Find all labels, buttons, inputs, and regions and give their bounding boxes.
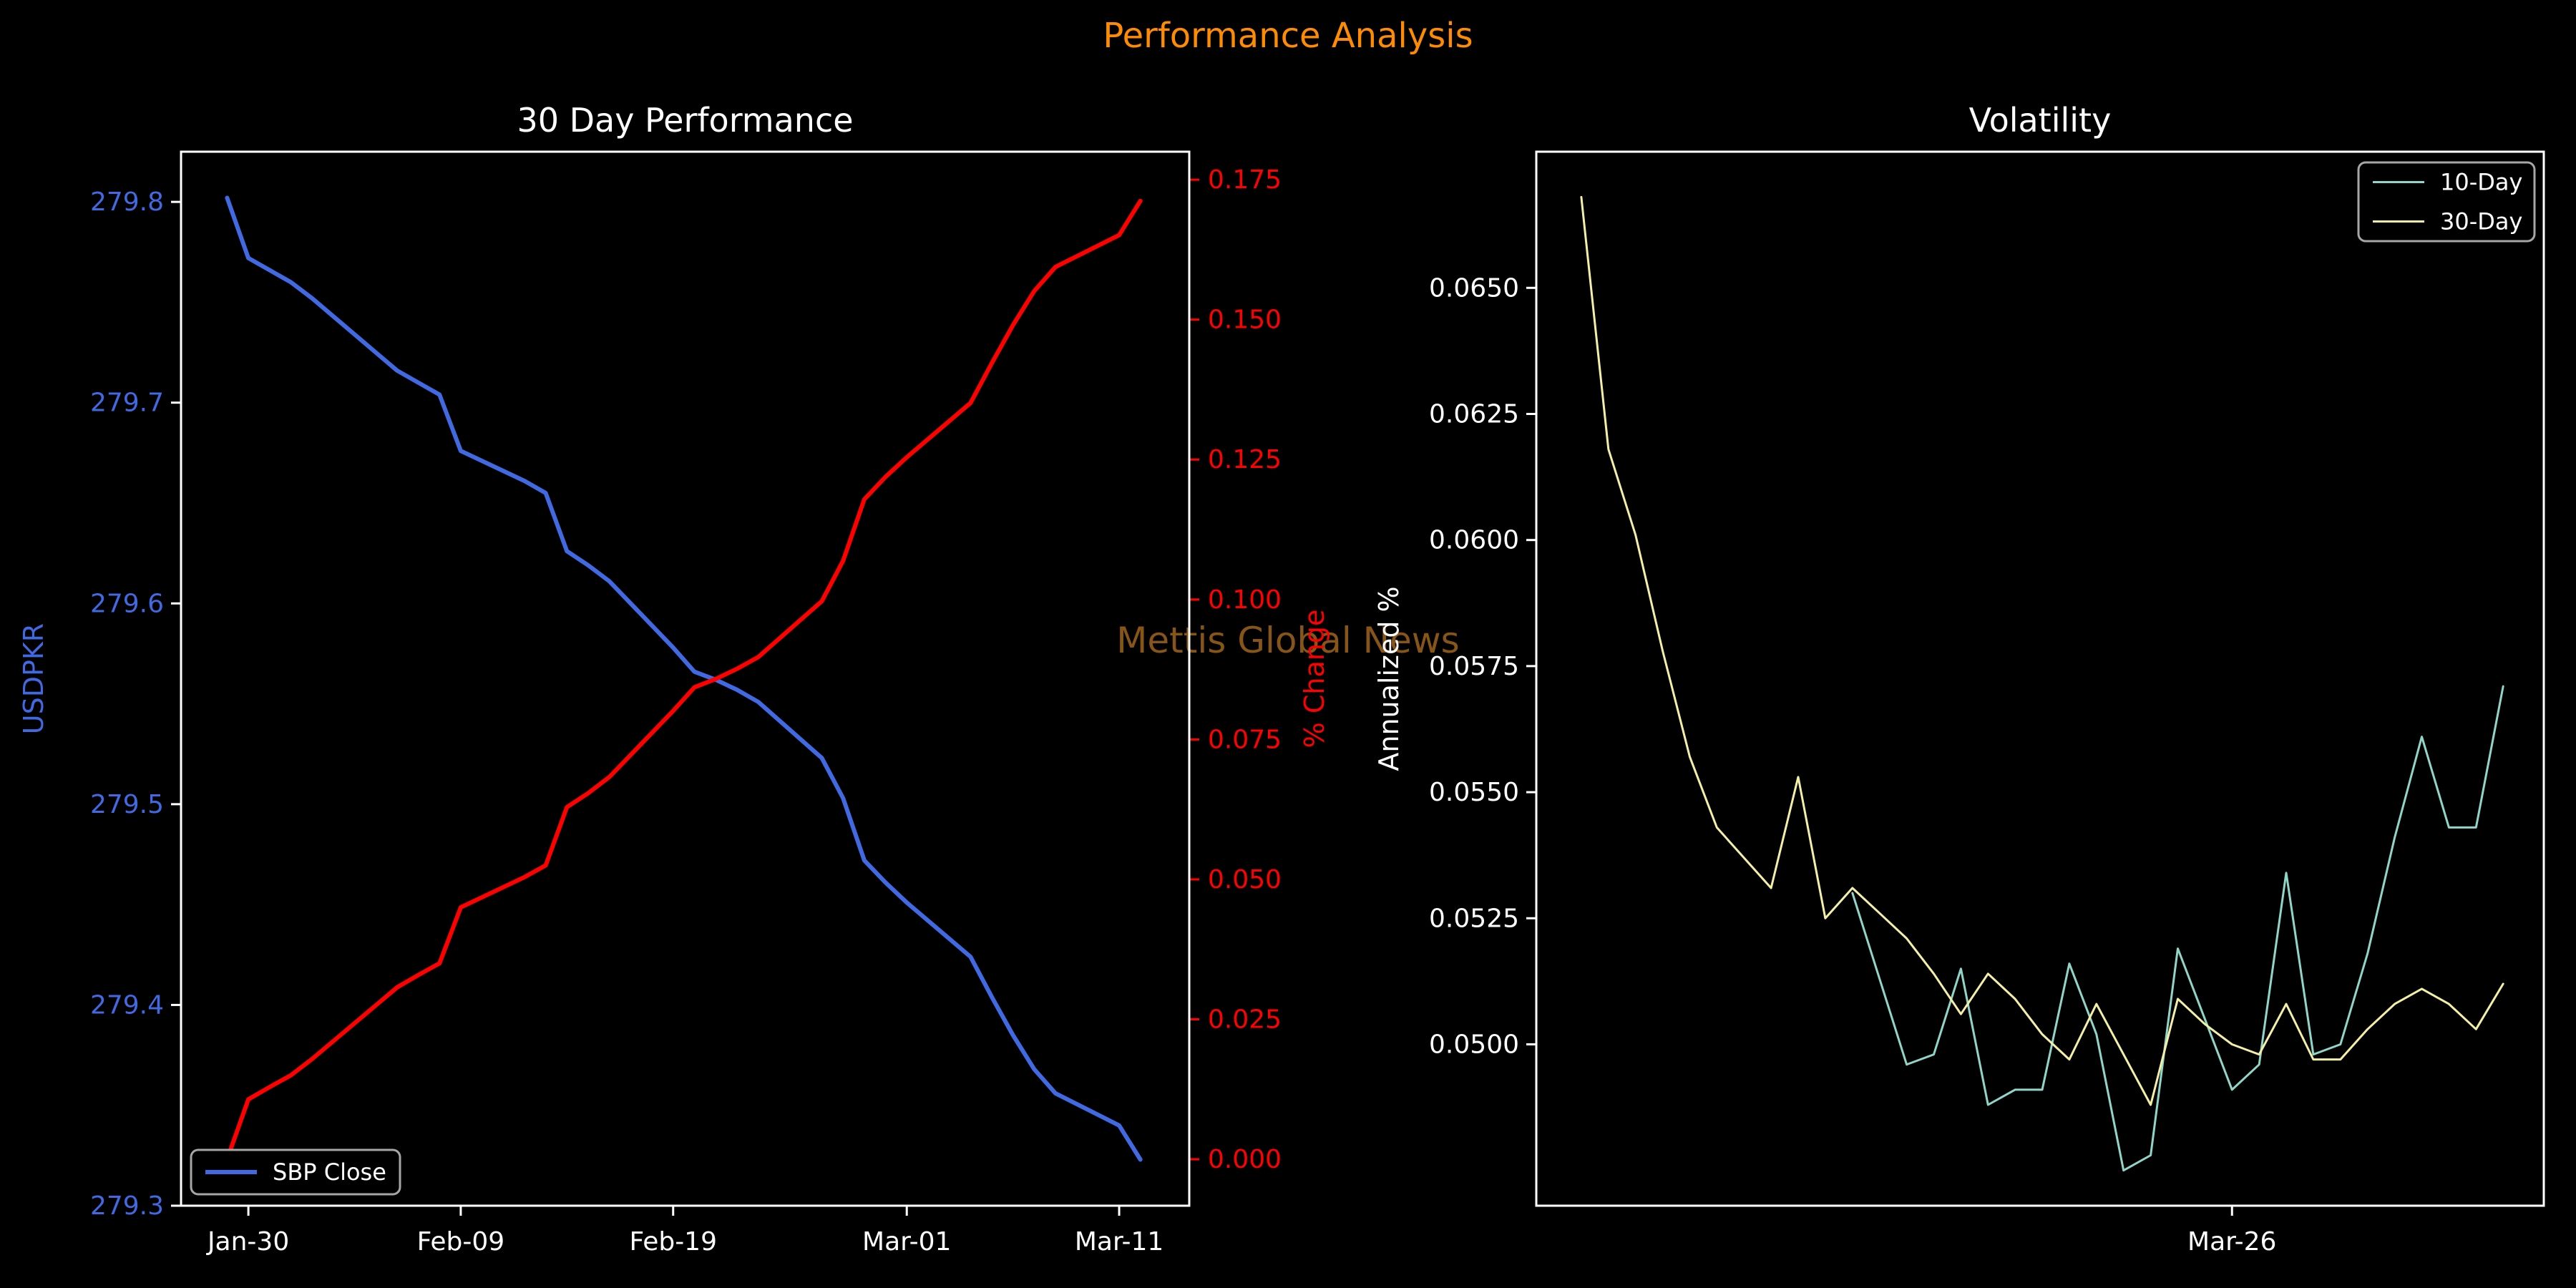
x-tick-label: Jan-30 bbox=[206, 1227, 289, 1257]
right-y-tick-label: 0.025 bbox=[1208, 1005, 1282, 1035]
right-y-tick-label: 0.000 bbox=[1208, 1145, 1282, 1174]
legend-label: SBP Close bbox=[273, 1158, 386, 1186]
y-tick-label: 0.0500 bbox=[1429, 1030, 1519, 1059]
right-y-tick-label: 0.150 bbox=[1208, 306, 1282, 335]
series-line-30-day bbox=[1580, 195, 2504, 1106]
x-tick-label: Mar-01 bbox=[862, 1227, 951, 1257]
y-tick-label: 0.0525 bbox=[1429, 904, 1519, 933]
y-axis-label: Annualized % bbox=[1373, 586, 1405, 771]
legend-label: 30-Day bbox=[2440, 208, 2522, 235]
y-tick-label: 0.0575 bbox=[1429, 652, 1519, 681]
series-line-10-day bbox=[1851, 685, 2504, 1172]
left-plot-border bbox=[180, 150, 1191, 1207]
y-axis-label: USDPKR bbox=[18, 623, 49, 734]
x-tick-label: Feb-19 bbox=[629, 1227, 717, 1257]
right-y-axis-label: % Change bbox=[1299, 610, 1330, 748]
x-tick-label: Mar-26 bbox=[2187, 1227, 2276, 1257]
y-tick-label: 0.0650 bbox=[1429, 273, 1519, 303]
legend-label: 10-Day bbox=[2440, 169, 2522, 196]
y-tick-label: 0.0625 bbox=[1429, 399, 1519, 429]
figure-suptitle: Performance Analysis bbox=[1103, 16, 1473, 56]
right-y-tick-label: 0.175 bbox=[1208, 165, 1282, 195]
y-tick-label: 279.8 bbox=[90, 187, 164, 217]
series-line--change bbox=[225, 198, 1143, 1162]
series-line-sbp-close bbox=[225, 195, 1143, 1162]
watermark-text: Mettis Global News bbox=[1116, 620, 1460, 661]
chart-title-volatility: Volatility bbox=[1969, 101, 2112, 140]
y-tick-label: 0.0550 bbox=[1429, 778, 1519, 807]
y-tick-label: 0.0600 bbox=[1429, 526, 1519, 555]
y-tick-label: 279.4 bbox=[90, 990, 164, 1020]
y-tick-label: 279.5 bbox=[90, 790, 164, 819]
right-y-tick-label: 0.100 bbox=[1208, 585, 1282, 615]
legend-box bbox=[190, 1148, 401, 1196]
right-y-tick-label: 0.075 bbox=[1208, 725, 1282, 754]
x-tick-label: Mar-11 bbox=[1075, 1227, 1163, 1257]
x-tick-label: Feb-09 bbox=[417, 1227, 505, 1257]
right-plot-border bbox=[1535, 150, 2545, 1207]
right-y-tick-label: 0.050 bbox=[1208, 865, 1282, 894]
chart-title-performance: 30 Day Performance bbox=[517, 101, 853, 140]
right-y-tick-label: 0.125 bbox=[1208, 445, 1282, 474]
y-tick-label: 279.7 bbox=[90, 389, 164, 418]
y-tick-label: 279.3 bbox=[90, 1191, 164, 1221]
y-tick-label: 279.6 bbox=[90, 589, 164, 618]
